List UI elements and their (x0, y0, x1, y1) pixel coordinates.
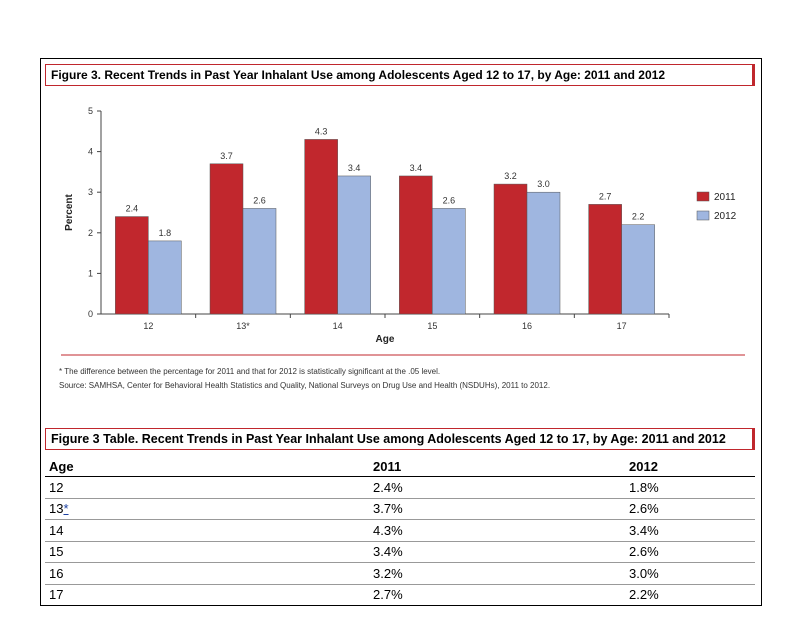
bar-2011-2 (304, 139, 338, 315)
data-label: 3.4 (410, 163, 423, 173)
table-header-row: Age 2011 2012 (45, 456, 755, 477)
legend-label: 2012 (714, 211, 737, 222)
legend-swatch-2012 (696, 210, 710, 221)
header-2012: 2012 (625, 456, 755, 477)
data-label: 4.3 (315, 126, 328, 136)
table-row: 15 3.4% 2.6% (45, 541, 755, 563)
significance-link[interactable]: * (63, 501, 69, 517)
data-label: 3.2 (504, 171, 517, 181)
y-axis-label: Percent (64, 193, 75, 230)
bar-2011-0 (115, 216, 149, 315)
source-note: Source: SAMHSA, Center for Behavioral He… (59, 381, 551, 390)
bar-2011-4 (493, 183, 528, 315)
x-tick-label: 12 (143, 321, 153, 331)
cell-2011: 3.4% (373, 541, 625, 563)
data-label: 3.7 (220, 151, 233, 161)
cell-2012: 3.4% (625, 519, 755, 542)
x-tick-label: 13* (236, 321, 250, 331)
y-tick-label: 1 (88, 268, 93, 278)
bar-2011-3 (399, 175, 433, 315)
figure-title: Figure 3. Recent Trends in Past Year Inh… (45, 64, 755, 86)
data-label: 2.6 (253, 195, 266, 205)
cell-2011: 3.7% (373, 498, 625, 520)
header-age: Age (45, 456, 373, 477)
cell-2011: 2.4% (373, 476, 625, 499)
cell-2012: 3.0% (625, 562, 755, 585)
data-label: 2.6 (443, 195, 456, 205)
data-label: 2.2 (632, 212, 645, 222)
y-tick-label: 3 (88, 187, 93, 197)
data-label: 2.4 (126, 204, 139, 214)
cell-age: 17 (49, 587, 64, 603)
y-tick-label: 2 (88, 228, 93, 238)
legend-label: 2011 (714, 192, 736, 203)
bar-2011-1 (209, 163, 244, 315)
table-row: 13* 3.7% 2.6% (45, 498, 755, 520)
data-label: 3.0 (537, 179, 550, 189)
bar-2012-2 (337, 175, 371, 315)
data-label: 1.8 (159, 228, 172, 238)
table-row: 12 2.4% 1.8% (45, 476, 755, 499)
data-table: Age 2011 2012 12 2.4% 1.8% 13* 3.7% 2.6% 14 4.3… (45, 456, 755, 605)
bar-2011-5 (588, 204, 622, 315)
cell-2011: 3.2% (373, 562, 625, 585)
data-label: 2.7 (599, 191, 612, 201)
cell-age: 12 (45, 476, 373, 499)
bar-2012-1 (242, 208, 277, 315)
cell-2012: 2.2% (629, 587, 659, 603)
y-tick-label: 0 (88, 309, 93, 319)
x-axis-label: Age (376, 334, 395, 345)
cell-age: 15 (45, 541, 373, 563)
cell-2011: 2.7% (373, 587, 403, 603)
cell-2012: 1.8% (625, 476, 755, 499)
x-tick-label: 14 (333, 321, 343, 331)
data-label: 3.4 (348, 163, 361, 173)
bar-2012-5 (621, 224, 655, 315)
cell-2012: 2.6% (625, 498, 755, 520)
table-row: 17 2.7% 2.2% (45, 584, 755, 605)
x-tick-label: 17 (617, 321, 627, 331)
y-tick-label: 5 (88, 106, 93, 116)
bar-2012-0 (148, 240, 182, 315)
x-tick-label: 16 (522, 321, 532, 331)
x-tick-label: 15 (427, 321, 437, 331)
figure-frame: Figure 3. Recent Trends in Past Year Inh… (40, 58, 762, 606)
figure-notes: * The difference between the percentage … (59, 365, 749, 393)
bar-2012-3 (432, 208, 466, 315)
bar-2012-4 (526, 191, 561, 315)
table-row: 16 3.2% 3.0% (45, 562, 755, 585)
cell-2012: 2.6% (625, 541, 755, 563)
cell-age: 14 (45, 519, 373, 542)
header-2011: 2011 (373, 456, 625, 477)
table-title: Figure 3 Table. Recent Trends in Past Ye… (45, 428, 755, 450)
y-tick-label: 4 (88, 147, 93, 157)
table-row: 14 4.3% 3.4% (45, 519, 755, 542)
cell-2011: 4.3% (373, 519, 625, 542)
significance-footnote: * The difference between the percentage … (59, 367, 441, 376)
cell-age: 16 (45, 562, 373, 585)
cell-age: 13* (45, 498, 373, 520)
legend-swatch-2011 (696, 191, 710, 202)
